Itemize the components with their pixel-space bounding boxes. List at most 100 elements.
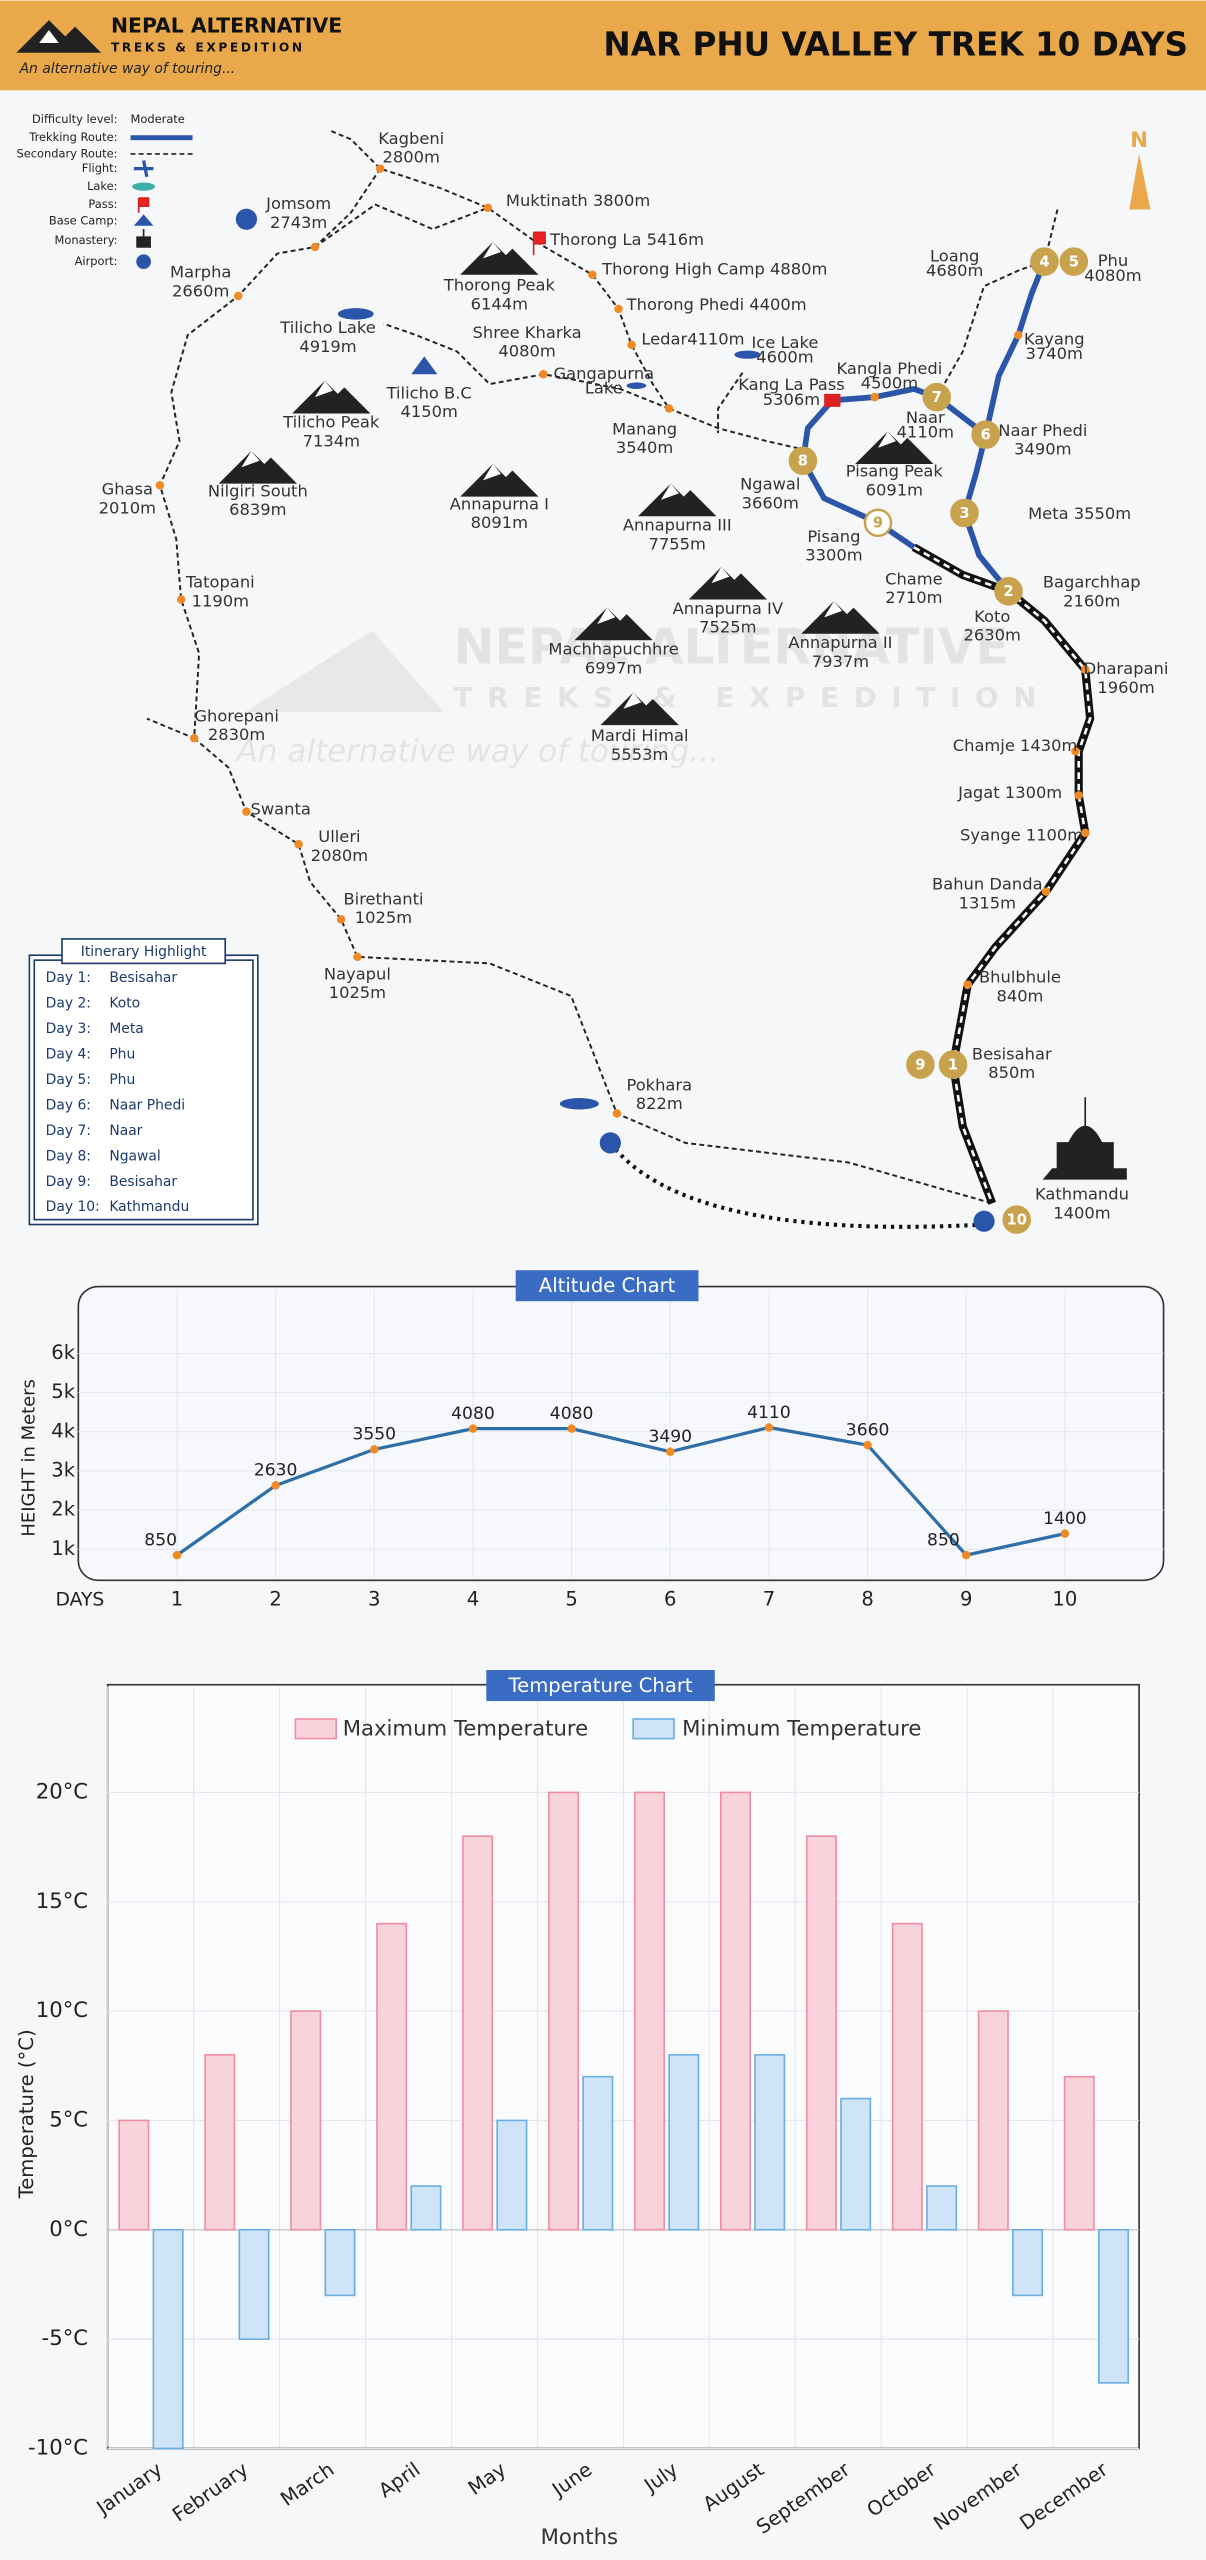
place-name: Kathmandu: [1035, 1185, 1129, 1204]
x-tick-label: 2: [269, 1587, 281, 1610]
place-point: [870, 392, 879, 402]
place-elevation: 3540m: [616, 438, 673, 457]
place-point: [627, 340, 636, 350]
place-name: Machhapuchhre: [548, 640, 678, 659]
place-elevation: 4080m: [498, 342, 555, 361]
y-tick-label: -5°C: [42, 2326, 89, 2351]
itinerary-day: Day 8:: [46, 1148, 91, 1164]
bar: [462, 1835, 494, 2231]
day-marker-label: 9: [873, 515, 883, 532]
logo-icon: [39, 29, 59, 43]
day-marker-label: 7: [932, 389, 942, 406]
place-elevation: Lake: [585, 378, 623, 397]
place-elevation: 3660m: [742, 494, 799, 513]
place-name: Loang: [930, 246, 979, 265]
place-name: Koto: [974, 607, 1010, 626]
place-name: Naar: [906, 408, 945, 427]
place-point: [375, 164, 385, 173]
day-marker-label: 9: [915, 1056, 925, 1073]
place-point: [588, 270, 597, 279]
bar: [840, 2097, 872, 2231]
y-tick-label: 10°C: [36, 1998, 88, 2023]
y-tick-label: 4k: [51, 1419, 75, 1442]
place-elevation: 2160m: [1063, 591, 1120, 610]
place-name: Gangapurna: [553, 364, 654, 383]
watermark-icon: [244, 630, 444, 713]
data-label: 4110: [747, 1403, 791, 1423]
secondary-route: [330, 130, 804, 451]
day-marker: [994, 577, 1023, 606]
legend-swatch: [132, 182, 156, 191]
place-elevation: 3300m: [805, 546, 862, 565]
place-point: [1080, 828, 1090, 838]
place-elevation: 1025m: [355, 908, 412, 927]
place-name: Kang La Pass: [738, 375, 845, 394]
place-point: [353, 952, 362, 962]
itinerary-place: Koto: [109, 996, 140, 1012]
bar: [290, 2010, 322, 2231]
lake: [626, 382, 647, 389]
itinerary-place: Naar Phedi: [109, 1097, 185, 1113]
legend-label: Monastery:: [55, 233, 118, 247]
pass-flag: [824, 393, 841, 407]
place-elevation: 7525m: [699, 618, 756, 637]
place-point: [963, 980, 972, 989]
data-label: 1400: [1043, 1509, 1087, 1529]
place-point: [234, 291, 243, 301]
y-tick-label: 0°C: [49, 2217, 88, 2242]
mountain-icon: [574, 607, 653, 641]
itinerary-day: Day 6:: [46, 1097, 91, 1113]
place-point: [1074, 791, 1083, 800]
page-title: NAR PHU VALLEY TREK 10 DAYS: [603, 25, 1188, 63]
itinerary-place: Phu: [109, 1072, 135, 1088]
bar: [1063, 2075, 1095, 2231]
data-label: 3550: [353, 1425, 397, 1445]
pass-flag: [532, 231, 546, 256]
x-tick-label: 10: [1052, 1587, 1077, 1610]
place-elevation: 6839m: [229, 500, 286, 519]
itinerary-day: Day 10:: [46, 1199, 100, 1215]
bar: [548, 1791, 580, 2231]
data-point: [764, 1423, 774, 1432]
chart-title: Altitude Chart: [539, 1274, 676, 1297]
bar: [118, 2119, 150, 2231]
airport: [235, 208, 258, 230]
place-elevation: 1400m: [1053, 1203, 1110, 1222]
y-tick-label: 20°C: [36, 1779, 88, 1804]
data-label: 3660: [846, 1420, 890, 1440]
place-point: [1071, 747, 1080, 756]
data-label: 3490: [648, 1427, 692, 1447]
place-name: Dharapani: [1084, 659, 1169, 678]
mountain-snow: [660, 483, 679, 500]
y-tick-label: 15°C: [36, 1889, 88, 1914]
day-marker-label: 4: [1039, 253, 1049, 270]
place-elevation: 1960m: [1097, 678, 1154, 697]
itinerary-title: Itinerary Highlight: [81, 944, 207, 960]
data-label: 4080: [451, 1404, 495, 1424]
y-tick-label: 2k: [51, 1498, 75, 1521]
place-name: Nayapul: [324, 964, 391, 983]
airport: [599, 1132, 621, 1154]
x-tick-label: 4: [467, 1587, 479, 1610]
day-marker: [906, 1050, 935, 1079]
header-bar: [0, 0, 1206, 91]
place-elevation: 2830m: [208, 725, 265, 744]
x-axis-label: Months: [541, 2525, 619, 2550]
legend-label: Minimum Temperature: [682, 1717, 921, 1742]
mountain-icon: [460, 464, 539, 497]
day-marker-label: 8: [798, 453, 808, 470]
brand: NEPAL ALTERNATIVE: [111, 14, 342, 38]
place-name: Phu: [1098, 251, 1129, 270]
lake: [337, 308, 374, 320]
place-elevation: 5553m: [611, 745, 668, 764]
day-marker: [1059, 247, 1089, 276]
data-label: 4080: [550, 1404, 594, 1424]
legend-swatch: [133, 160, 154, 178]
chart-title-box: [486, 1670, 715, 1702]
place-elevation: 6144m: [471, 294, 528, 313]
watermark-sub: TREKS & EXPEDITION: [454, 681, 1052, 714]
itinerary-place: Besisahar: [109, 970, 177, 986]
bar: [926, 2185, 958, 2231]
legend-label: Flight:: [82, 161, 118, 175]
compass-label: N: [1130, 128, 1148, 153]
